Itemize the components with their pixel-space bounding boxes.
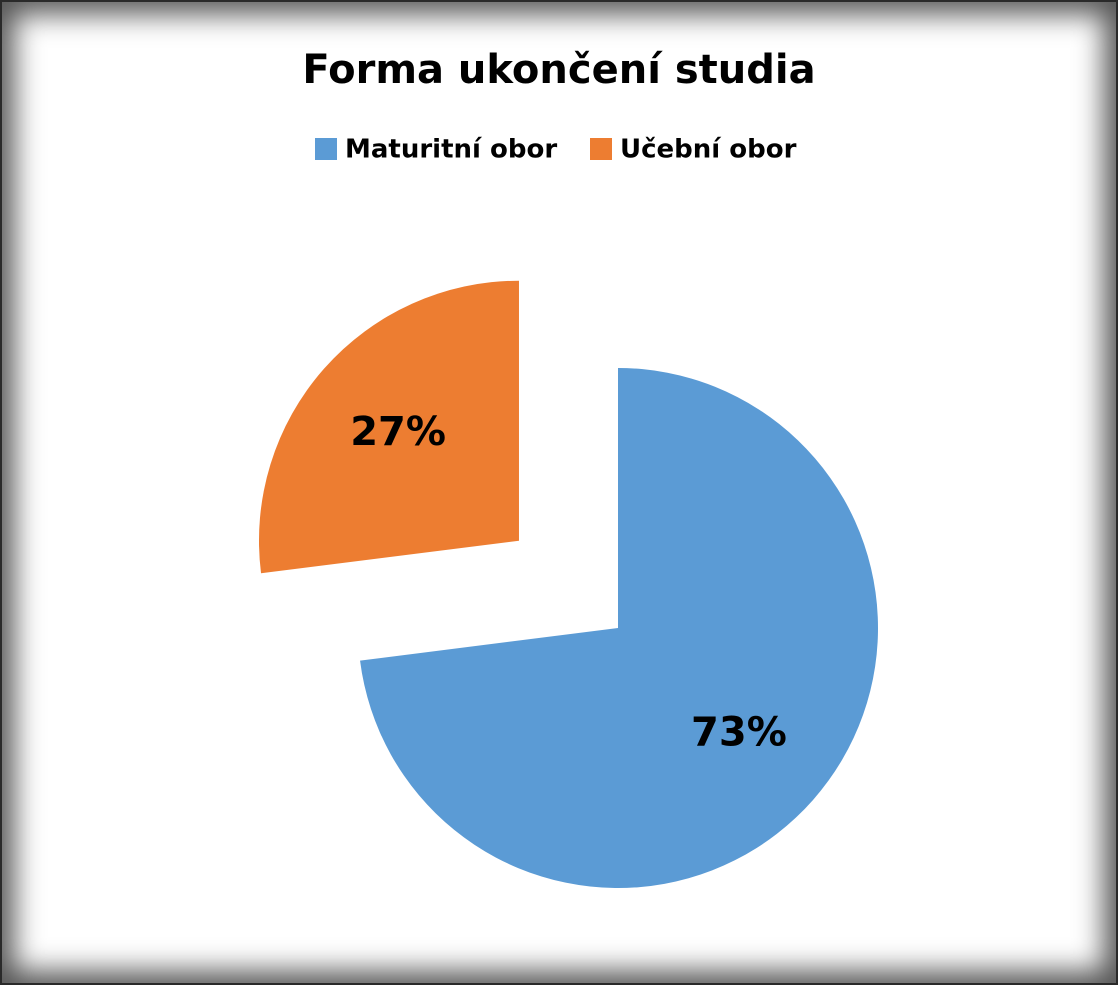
legend-label: Učební obor (620, 135, 797, 165)
legend-label: Maturitní obor (345, 135, 557, 165)
data-label: 73% (691, 710, 787, 756)
legend-swatch (315, 138, 337, 160)
pie-slice (258, 280, 519, 574)
chart-title: Forma ukončení studia (302, 47, 815, 93)
data-label: 27% (350, 409, 446, 455)
legend-swatch (590, 138, 612, 160)
pie-slice (360, 368, 879, 889)
